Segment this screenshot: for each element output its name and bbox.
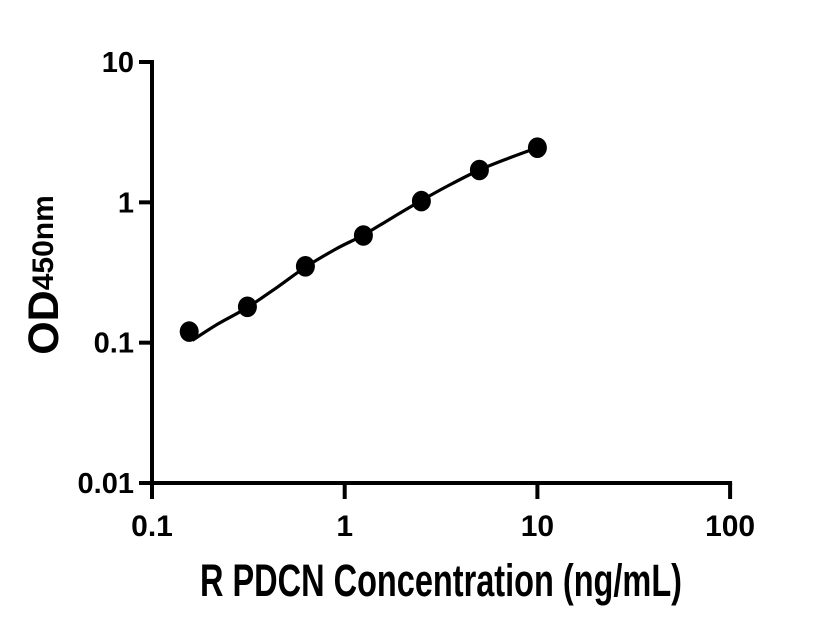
x-tick-label: 1 — [336, 510, 353, 543]
y-axis-title-main: OD — [20, 290, 68, 355]
x-tick-label: 10 — [521, 510, 554, 543]
plot-area — [179, 137, 547, 342]
y-axis-title: OD450nm — [20, 195, 68, 355]
y-tick-label: 0.01 — [78, 468, 134, 500]
svg-text:OD450nm: OD450nm — [20, 195, 68, 355]
data-point — [469, 159, 489, 181]
x-tick-label: 100 — [705, 510, 755, 543]
data-point — [295, 255, 315, 277]
y-tick-label: 1 — [118, 187, 134, 219]
data-point — [411, 190, 431, 212]
data-point — [237, 296, 257, 318]
y-tick-label: 0.1 — [94, 328, 134, 360]
tick-labels: 0.01 0.1 1 10 0.1 1 10 100 — [78, 47, 756, 543]
data-point — [527, 137, 547, 158]
data-point — [353, 225, 373, 246]
axes — [150, 60, 733, 485]
y-axis-title-sub: 450nm — [27, 195, 60, 290]
axis-ticks — [139, 60, 733, 499]
data-point — [179, 321, 199, 342]
y-tick-label: 10 — [102, 47, 134, 79]
x-axis-title: R PDCN Concentration (ng/mL) — [200, 555, 682, 606]
x-tick-label: 0.1 — [131, 510, 173, 543]
